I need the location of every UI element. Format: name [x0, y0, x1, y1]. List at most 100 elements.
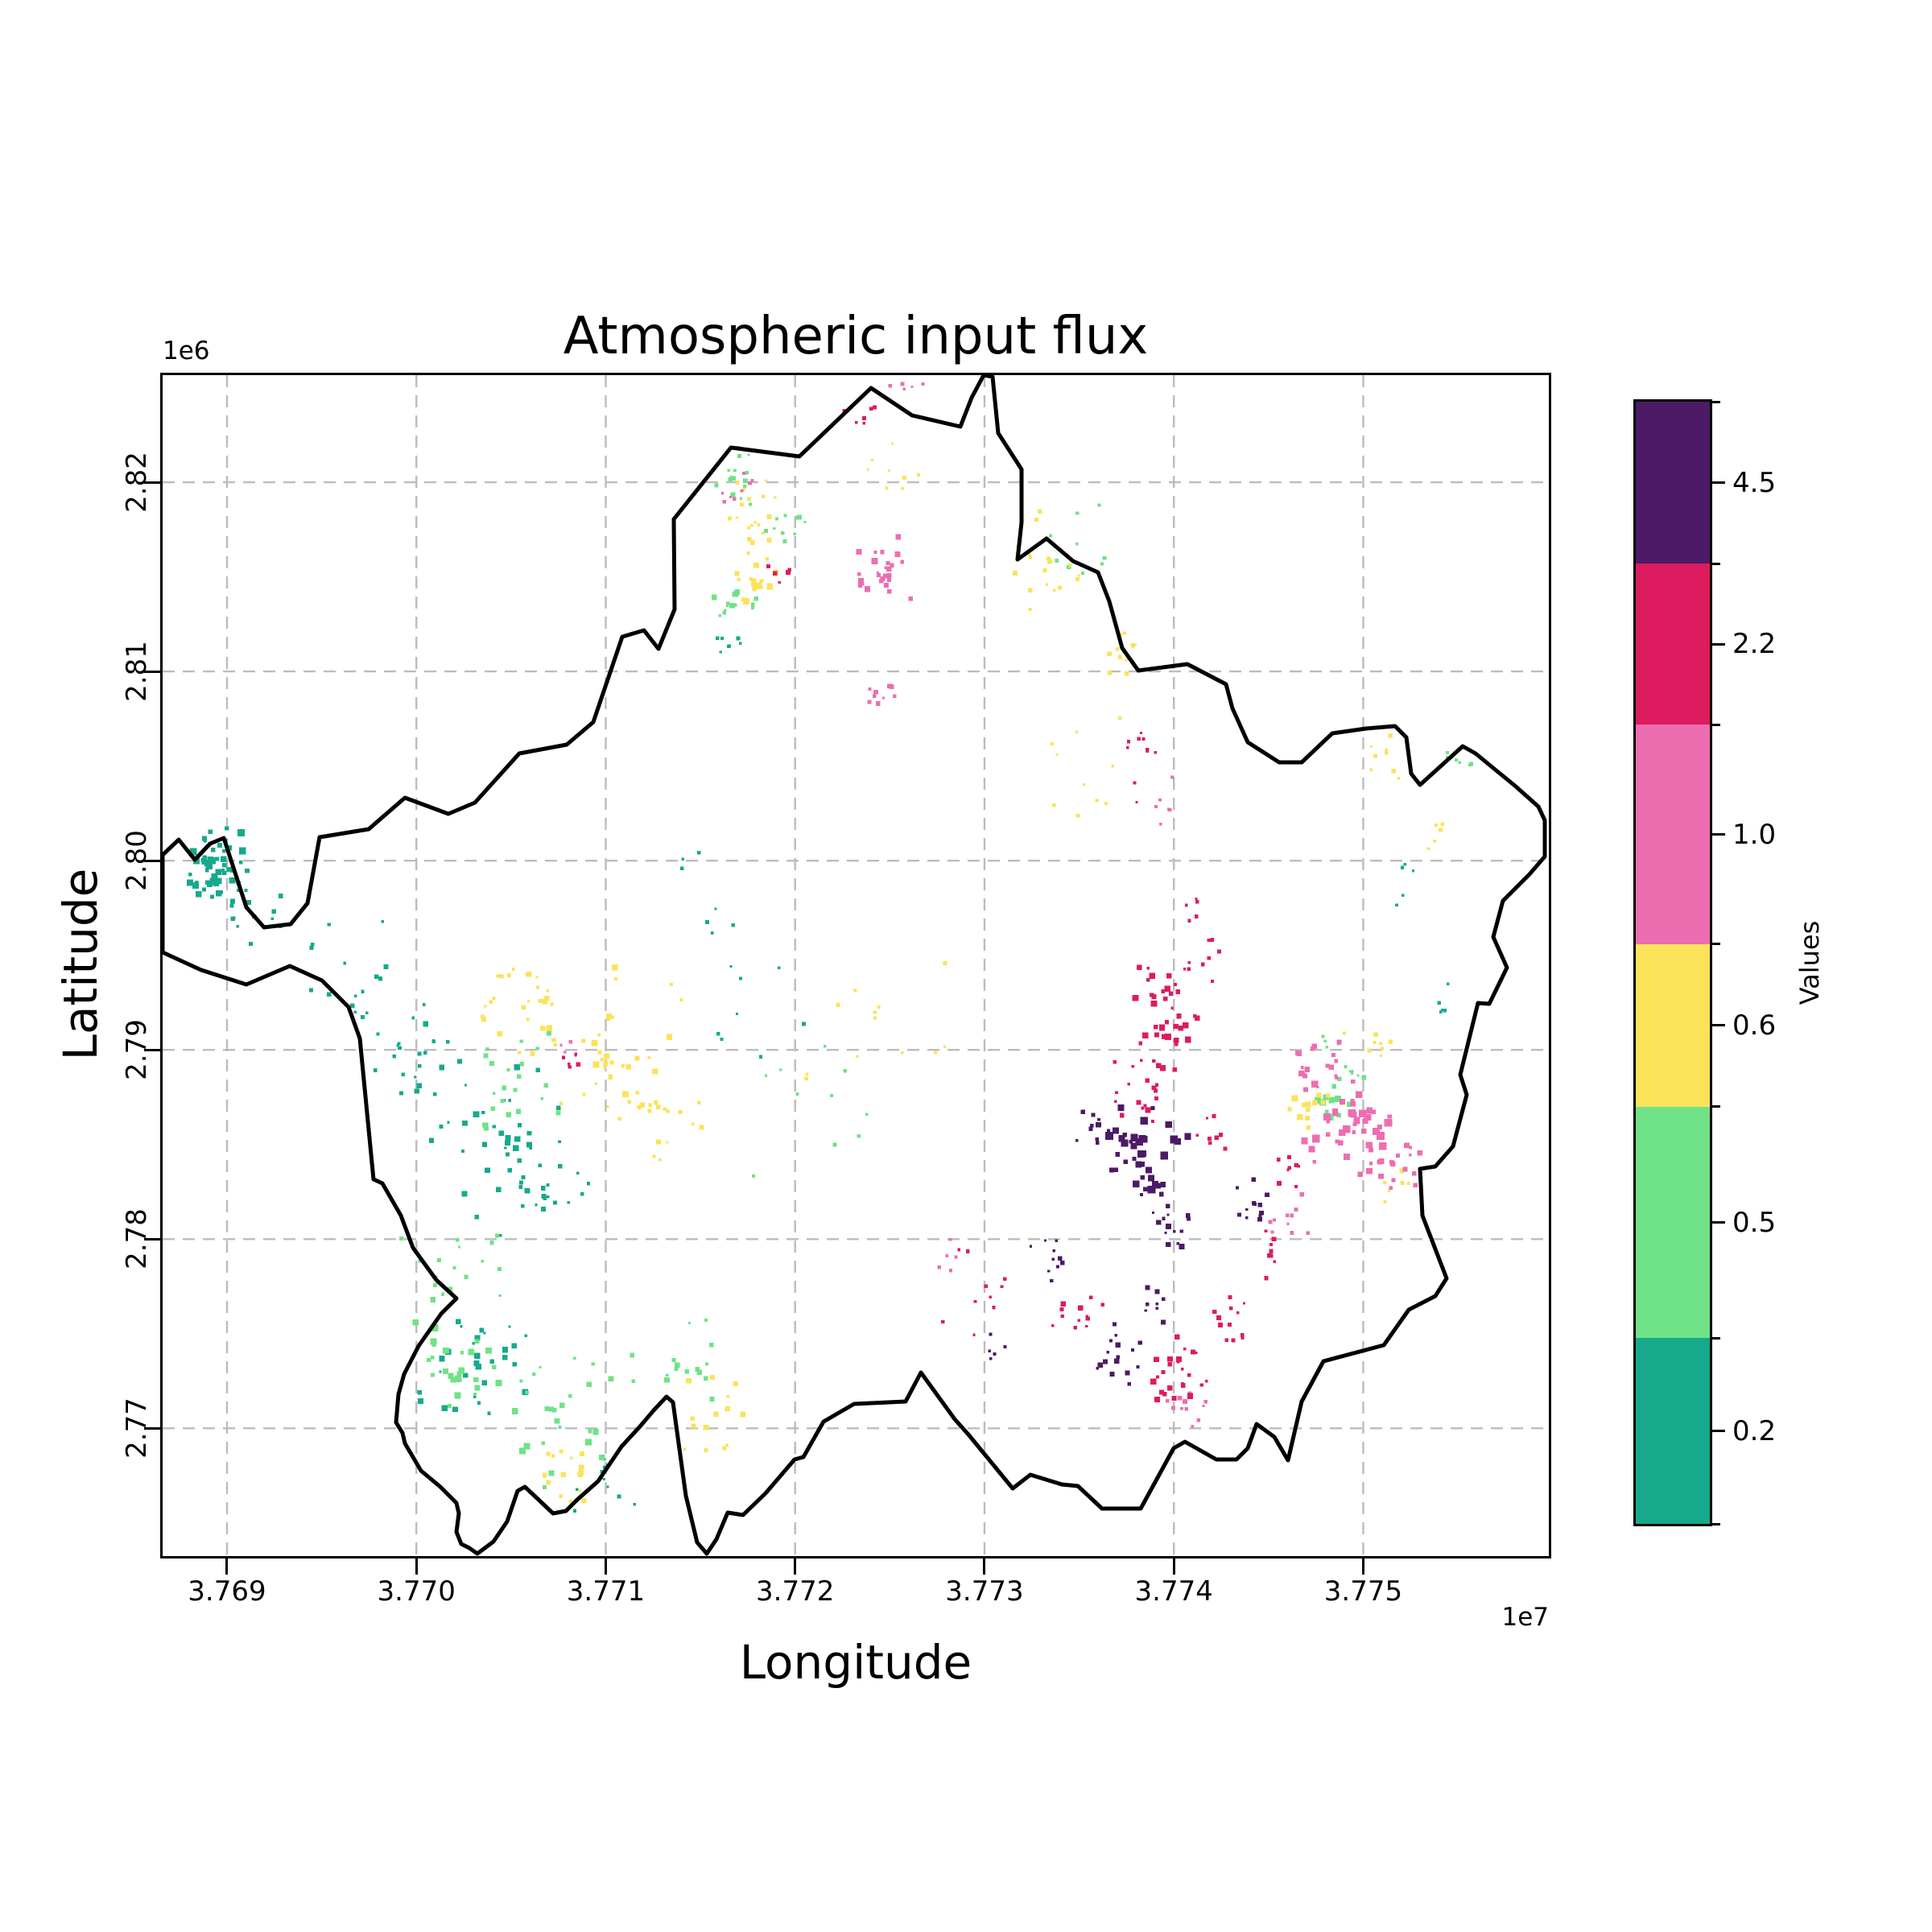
data-pixel: [1181, 1383, 1186, 1388]
data-pixel: [1077, 1319, 1081, 1322]
data-pixel: [1324, 1114, 1329, 1119]
data-pixel-cluster: [1096, 1322, 1142, 1386]
data-pixel: [309, 945, 314, 950]
x-tick: [415, 1558, 418, 1575]
data-pixel: [211, 873, 218, 880]
data-pixel: [559, 1402, 565, 1408]
data-pixel: [431, 1039, 436, 1043]
data-pixel: [514, 1063, 520, 1071]
data-pixel: [1325, 1063, 1330, 1068]
data-pixel: [310, 943, 315, 947]
data-pixel-cluster: [1287, 1092, 1331, 1130]
data-pixel: [867, 468, 870, 471]
data-pixel: [504, 1146, 507, 1150]
data-pixel: [1003, 1345, 1007, 1349]
data-pixel: [411, 1016, 415, 1020]
x-tick-label: 3.772: [756, 1575, 835, 1608]
data-pixel: [1151, 993, 1157, 1000]
data-pixel: [1156, 1063, 1162, 1068]
data-pixel: [443, 1347, 449, 1354]
data-pixel: [1224, 1338, 1229, 1343]
data-pixel: [747, 497, 752, 502]
data-pixel: [586, 1381, 592, 1387]
data-pixel: [1321, 1034, 1325, 1038]
data-pixel: [1164, 1033, 1171, 1040]
data-pixel: [1167, 1385, 1173, 1391]
data-pixel: [576, 1062, 581, 1067]
data-pixel: [1388, 1189, 1391, 1192]
colorbar-segment: [1636, 564, 1710, 725]
data-pixel: [764, 1074, 767, 1077]
data-pixel: [742, 472, 745, 476]
data-pixel: [934, 1051, 938, 1055]
y-tick-label: 2.82: [121, 452, 153, 513]
data-pixel: [714, 483, 719, 488]
colorbar-boundary-tick: [1712, 1522, 1720, 1525]
data-pixel: [229, 903, 234, 908]
data-pixel: [1153, 1024, 1158, 1030]
data-pixel: [1161, 1370, 1166, 1374]
data-pixel-cluster: [417, 1319, 529, 1415]
data-pixel: [327, 923, 331, 927]
data-pixel: [551, 1408, 557, 1413]
data-pixel: [1154, 1032, 1160, 1038]
data-pixel: [439, 1125, 444, 1129]
data-pixel: [481, 1110, 485, 1115]
data-pixel: [497, 1267, 502, 1272]
data-pixel: [1145, 1166, 1152, 1174]
x-tick-label: 3.770: [377, 1575, 456, 1608]
data-pixel: [1135, 1161, 1142, 1168]
data-pixel: [762, 494, 766, 498]
data-pixel: [1148, 1175, 1154, 1180]
y-axis-offset-label: 1e6: [163, 336, 210, 365]
data-pixel: [1365, 1141, 1373, 1149]
data-pixel: [474, 1385, 481, 1391]
data-pixel: [1158, 1389, 1164, 1395]
data-pixel: [540, 1026, 546, 1031]
data-pixel: [529, 1146, 532, 1150]
data-pixel: [606, 1105, 609, 1108]
data-pixel: [597, 1033, 601, 1037]
data-pixel: [547, 1195, 550, 1199]
data-pixel: [1306, 1125, 1311, 1130]
data-pixel: [548, 1470, 555, 1476]
data-pixel: [584, 1439, 592, 1446]
data-pixel: [1385, 748, 1389, 752]
data-pixel: [1172, 1067, 1177, 1072]
colorbar-segment: [1636, 724, 1710, 944]
data-pixel-cluster: [1344, 1064, 1367, 1080]
data-pixel: [588, 1429, 592, 1434]
data-pixel: [729, 476, 733, 480]
data-pixel: [1311, 1043, 1318, 1049]
data-pixel-cluster: [1183, 938, 1221, 984]
data-pixel: [895, 534, 902, 540]
data-pixel: [1120, 633, 1123, 636]
data-pixel: [559, 1494, 563, 1498]
data-pixel: [1060, 1314, 1064, 1319]
data-pixel: [222, 849, 226, 853]
data-pixel: [581, 1498, 587, 1504]
data-pixel: [1105, 1132, 1113, 1140]
data-pixel: [1270, 1230, 1274, 1234]
colorbar-tick-label: 1.0: [1732, 818, 1777, 851]
data-pixel: [1149, 972, 1155, 980]
data-pixel: [215, 869, 221, 875]
data-pixel: [226, 866, 232, 872]
data-pixel: [1176, 1013, 1182, 1019]
data-pixel: [730, 492, 736, 497]
data-pixel: [1130, 1142, 1137, 1150]
data-pixel: [524, 1334, 528, 1338]
data-pixel: [401, 1072, 405, 1077]
data-pixel: [710, 931, 714, 935]
data-pixel: [617, 1117, 621, 1121]
data-pixel: [1331, 1053, 1335, 1057]
data-pixel-cluster: [752, 1045, 869, 1178]
data-pixel: [559, 1043, 563, 1046]
data-pixel: [326, 992, 332, 997]
data-pixel: [774, 496, 777, 499]
data-pixel: [1183, 968, 1187, 971]
data-pixel: [398, 1046, 402, 1051]
data-pixel: [1089, 1123, 1094, 1128]
data-pixel: [1257, 1203, 1263, 1208]
data-pixel: [908, 596, 914, 601]
